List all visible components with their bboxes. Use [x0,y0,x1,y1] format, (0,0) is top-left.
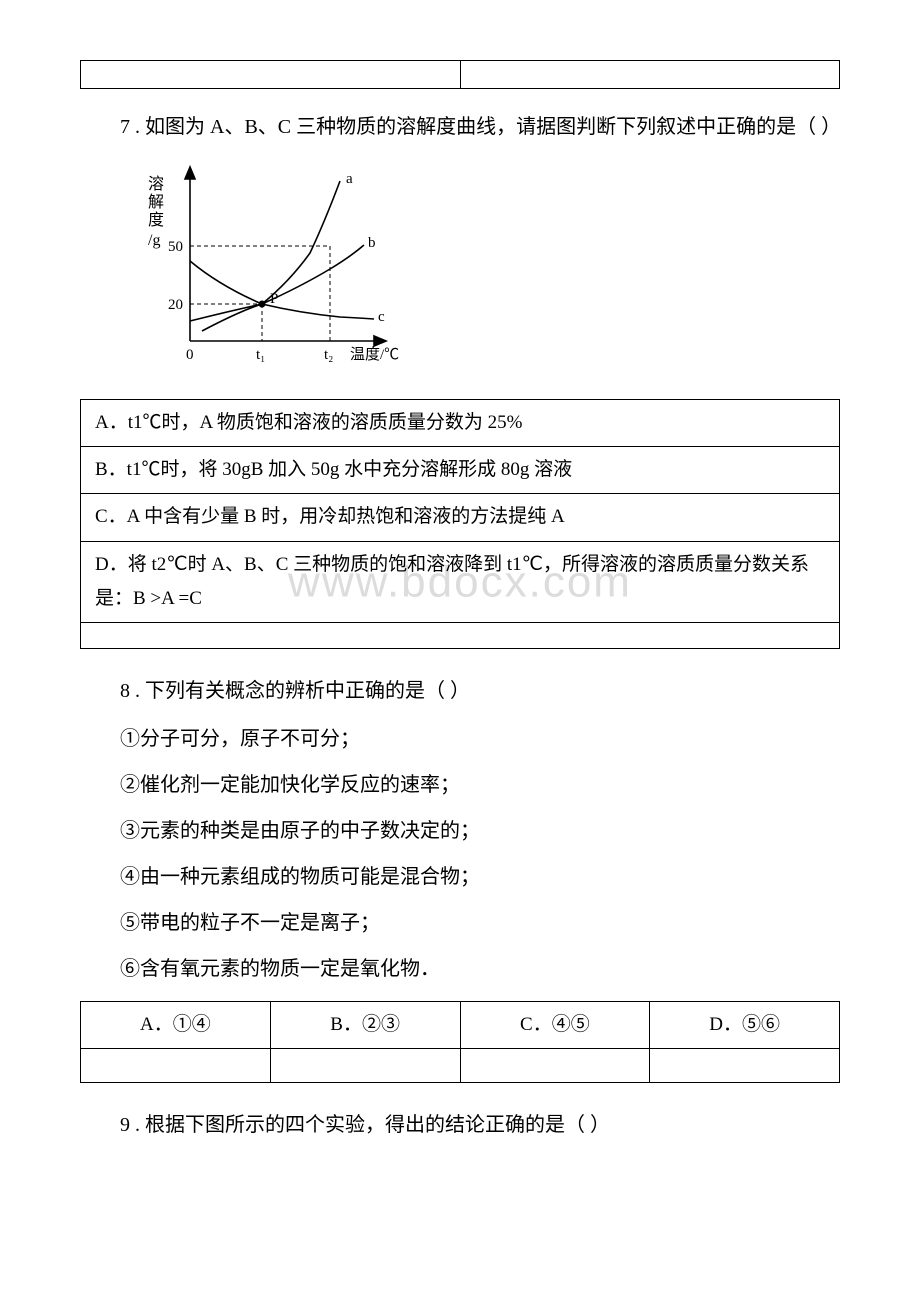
q7-option-a: A．t1℃时，A 物质饱和溶液的溶质质量分数为 25% [81,400,840,447]
q8-choice-a: A．①④ [81,1001,271,1048]
q8-blank-b [270,1049,460,1083]
svg-text:b: b [368,235,376,251]
q8-item-3: ③元素的种类是由原子的中子数决定的； [120,813,840,849]
svg-text:解: 解 [148,193,164,211]
q8-item-5: ⑤带电的粒子不一定是离子； [120,905,840,941]
q7-stem: 7 . 如图为 A、B、C 三种物质的溶解度曲线，请据图判断下列叙述中正确的是（… [80,109,840,145]
q8-choice-table: A．①④ B．②③ C．④⑤ D．⑤⑥ [80,1001,840,1083]
svg-text:t₁: t₁ [256,347,265,363]
q8-item-1: ①分子可分，原子不可分； [120,721,840,757]
q8-choice-c: C．④⑤ [460,1001,650,1048]
svg-text:t₂: t₂ [324,347,333,363]
q8-item-2: ②催化剂一定能加快化学反应的速率； [120,767,840,803]
q7-option-d: D．将 t2℃时 A、B、C 三种物质的饱和溶液降到 t1℃，所得溶液的溶质质量… [95,554,809,609]
q8-choice-d: D．⑤⑥ [650,1001,840,1048]
prev-table-tail [80,60,840,89]
q8-blank-a [81,1049,271,1083]
q7-option-c: C．A 中含有少量 B 时，用冷却热饱和溶液的方法提纯 A [81,494,840,541]
q7-option-b: B．t1℃时，将 30gB 加入 50g 水中充分溶解形成 80g 溶液 [81,447,840,494]
q8-stem: 8 . 下列有关概念的辨析中正确的是（ ） [80,673,840,709]
svg-text:度: 度 [148,211,164,229]
svg-text:20: 20 [168,297,183,313]
q8-blank-c [460,1049,650,1083]
q7-empty-row [81,622,840,648]
svg-text:c: c [378,309,385,325]
svg-text:溶: 溶 [148,175,164,193]
q7-chart: 溶 解 度 /g 20 50 0 t₁ t₂ 温度/℃ a b [140,161,840,383]
q7-option-d-cell: D．将 t2℃时 A、B、C 三种物质的饱和溶液降到 t1℃，所得溶液的溶质质量… [81,541,840,622]
q8-choice-b: B．②③ [270,1001,460,1048]
q8-blank-d [650,1049,840,1083]
svg-text:a: a [346,171,353,187]
q8-item-4: ④由一种元素组成的物质可能是混合物； [120,859,840,895]
q8-item-6: ⑥含有氧元素的物质一定是氧化物． [120,951,840,987]
svg-text:50: 50 [168,239,183,255]
svg-text:0: 0 [186,347,194,363]
svg-text:温度/℃: 温度/℃ [350,346,399,363]
q9-stem: 9 . 根据下图所示的四个实验，得出的结论正确的是（ ） [80,1107,840,1143]
q7-options-table: A．t1℃时，A 物质饱和溶液的溶质质量分数为 25% B．t1℃时，将 30g… [80,399,840,649]
svg-text:/g: /g [148,232,160,249]
svg-text:P: P [270,291,278,307]
